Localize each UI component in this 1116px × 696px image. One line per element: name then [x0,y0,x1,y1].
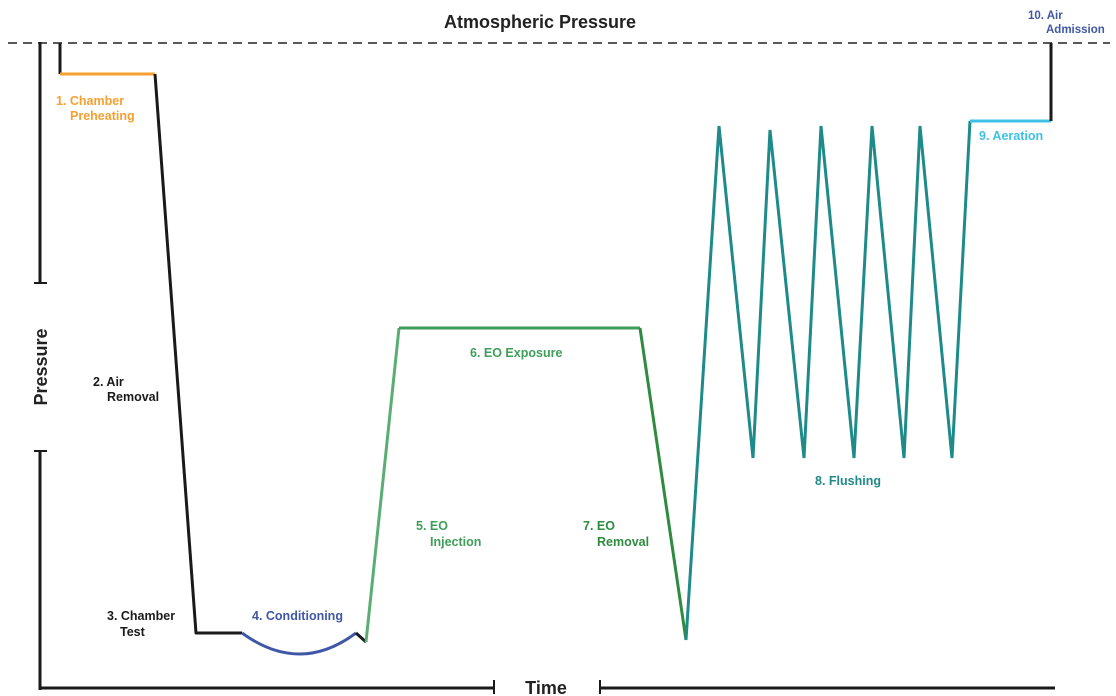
injection-segment [364,327,401,643]
conditioning-segment [241,631,357,656]
label-conditioning: 4. Conditioning [252,609,343,623]
removal-segment [638,327,688,641]
label-aeration: 9. Aeration [979,129,1043,143]
conditioning-end [354,631,368,644]
label-chamber-preheating: 1. Chamber Preheating [56,94,135,123]
label-eo-exposure: 6. EO Exposure [470,346,562,360]
label-air-admission: 10. Air Admission [1028,10,1105,36]
label-flushing: 8. Flushing [815,474,881,488]
label-chamber-test: 3. Chamber Test [107,609,179,639]
y-axis-label: Pressure [31,328,51,405]
x-axis-label: Time [525,678,567,696]
label-eo-removal: 7. EO Removal [583,519,649,549]
flushing-segment [684,120,972,641]
label-eo-injection: 5. EO Injection [416,519,481,549]
atmospheric-pressure-label: Atmospheric Pressure [444,12,636,32]
label-air-removal: 2. Air Removal [93,375,159,404]
air-removal-segment [153,73,242,635]
